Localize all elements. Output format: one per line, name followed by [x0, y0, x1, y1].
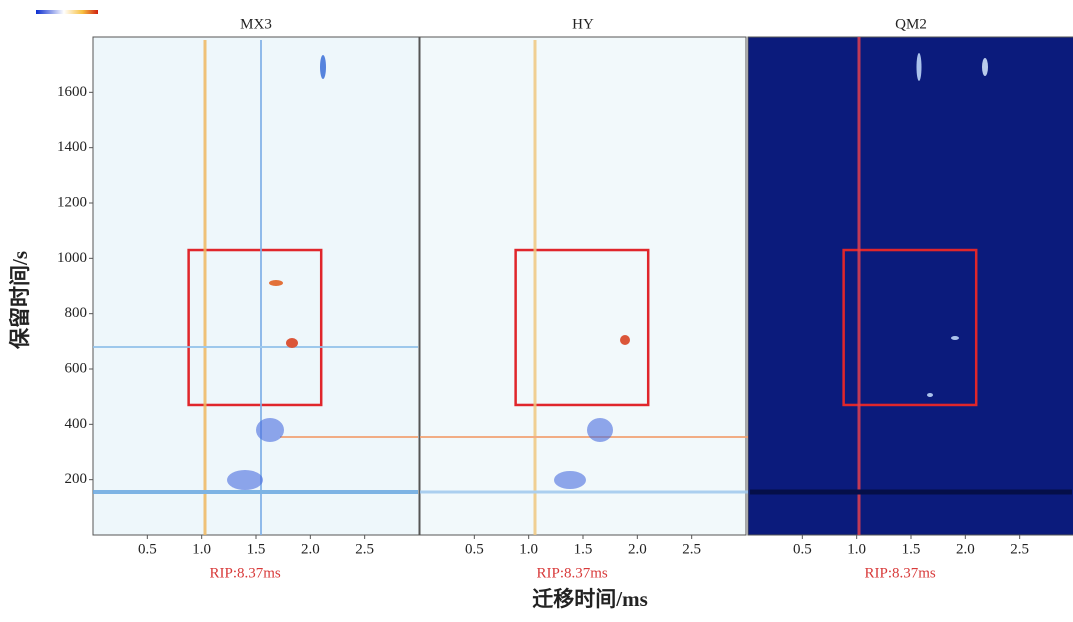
y-tick-label: 200 [65, 471, 88, 487]
heatmap-panel [747, 36, 1073, 536]
y-tick-label: 1400 [57, 139, 87, 155]
rip-annotation: RIP:8.37ms [865, 565, 936, 581]
x-tick-label: 1.0 [847, 541, 866, 557]
x-tick-label: 2.0 [628, 541, 647, 557]
highlight-box [187, 248, 323, 407]
y-tick-label: 1000 [57, 250, 87, 266]
x-tick-label: 1.5 [902, 541, 921, 557]
y-tick-label: 1200 [57, 194, 87, 210]
x-tick-label: 0.5 [793, 541, 812, 557]
highlight-box [842, 248, 978, 407]
y-tick-label: 1600 [57, 84, 87, 100]
x-tick-label: 2.5 [1010, 541, 1029, 557]
spectral-texture [93, 37, 1072, 535]
x-tick-label: 1.5 [247, 541, 266, 557]
x-tick-label: 2.5 [355, 541, 374, 557]
heatmap-panel [92, 36, 420, 536]
x-tick-label: 2.0 [301, 541, 320, 557]
x-tick-label: 1.0 [519, 541, 538, 557]
y-axis-label: 保留时间/s [8, 251, 32, 350]
y-tick-label: 600 [65, 360, 88, 376]
y-tick-label: 800 [65, 305, 88, 321]
x-tick-label: 0.5 [465, 541, 484, 557]
colorbar [36, 10, 98, 14]
x-tick-label: 1.0 [192, 541, 211, 557]
panel-title: MX3 [240, 16, 272, 32]
rip-annotation: RIP:8.37ms [210, 565, 281, 581]
heatmap-panel [419, 36, 747, 536]
x-tick-label: 2.0 [956, 541, 975, 557]
panel-title: QM2 [895, 16, 927, 32]
y-tick-label: 400 [65, 416, 88, 432]
rip-annotation: RIP:8.37ms [537, 565, 608, 581]
x-tick-label: 0.5 [138, 541, 157, 557]
x-tick-label: 2.5 [682, 541, 701, 557]
x-tick-label: 1.5 [574, 541, 593, 557]
x-axis-label: 迁移时间/ms [532, 587, 648, 611]
highlight-box [514, 248, 650, 407]
panel-title: HY [572, 16, 594, 32]
panels: MX3 0.5 1.0 1.5 2.0 2.5 200 400 600 800 1000 1200 14… [57, 16, 1073, 581]
